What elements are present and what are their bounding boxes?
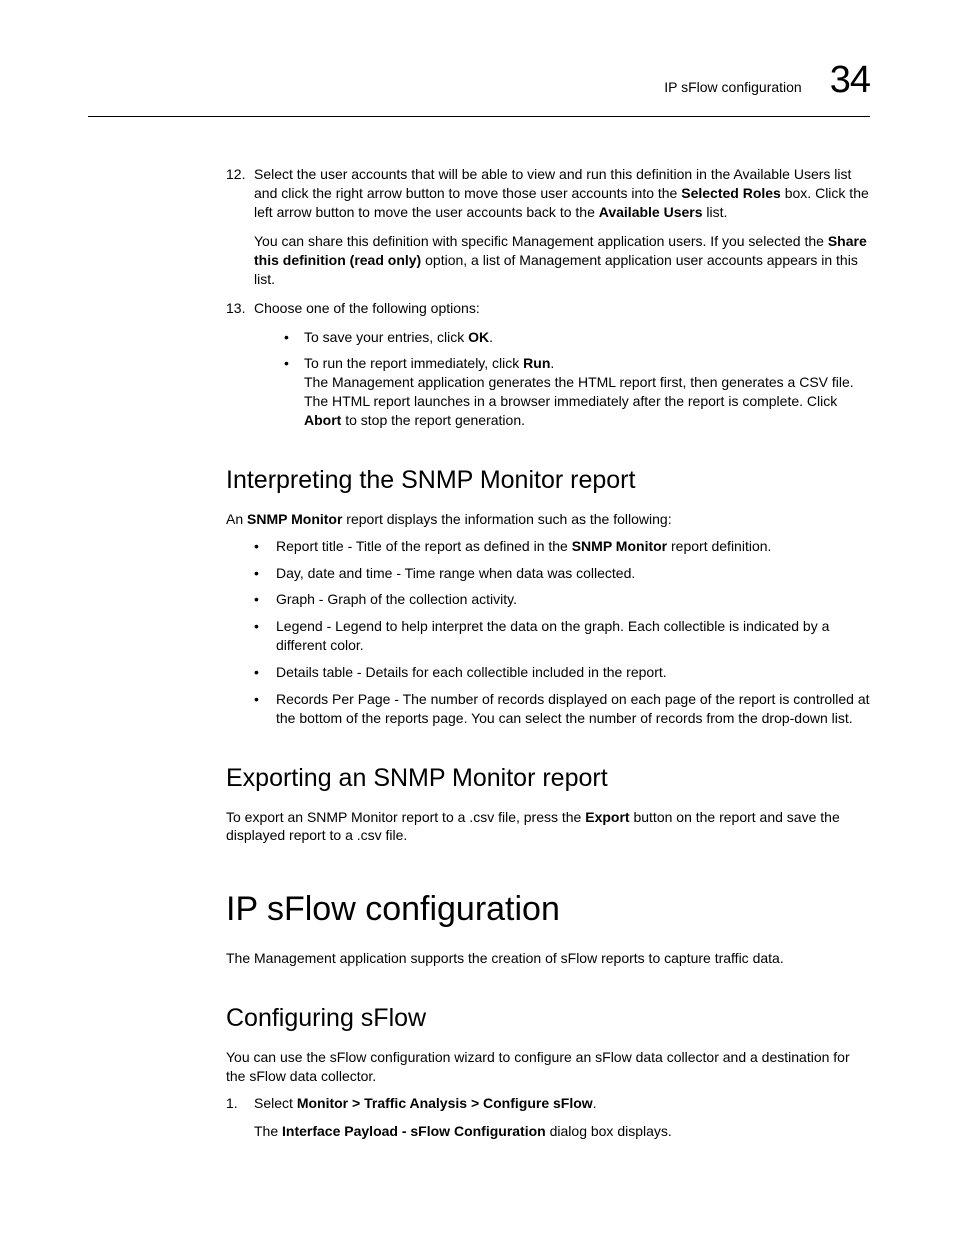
paragraph: An SNMP Monitor report displays the info… [226, 510, 870, 529]
step-number: 12. [226, 165, 250, 184]
section-heading-interpreting: Interpreting the SNMP Monitor report [226, 464, 870, 498]
bullet-list: To save your entries, click OK. To run t… [284, 328, 870, 430]
step-text: The Interface Payload - sFlow Configurat… [254, 1122, 870, 1141]
bullet-item: Legend - Legend to help interpret the da… [254, 617, 870, 655]
step-list: 12. Select the user accounts that will b… [226, 165, 870, 430]
paragraph: To export an SNMP Monitor report to a .c… [226, 808, 870, 846]
step-1: 1. Select Monitor > Traffic Analysis > C… [226, 1094, 870, 1142]
bullet-item: Records Per Page - The number of records… [254, 690, 870, 728]
step-text: You can share this definition with speci… [254, 232, 870, 289]
bullet-item: To run the report immediately, click Run… [284, 354, 870, 430]
paragraph: You can use the sFlow configuration wiza… [226, 1048, 870, 1086]
page-header: IP sFlow configuration 34 [88, 55, 870, 117]
main-heading-sflow: IP sFlow configuration [226, 887, 870, 933]
step-number: 1. [226, 1094, 250, 1113]
section-heading-exporting: Exporting an SNMP Monitor report [226, 762, 870, 796]
bullet-subtext: The Management application generates the… [304, 373, 870, 430]
chapter-number: 34 [830, 55, 870, 106]
paragraph: The Management application supports the … [226, 949, 870, 968]
bullet-list: Report title - Title of the report as de… [254, 537, 870, 728]
step-text: Select Monitor > Traffic Analysis > Conf… [254, 1094, 870, 1113]
bullet-item: Graph - Graph of the collection activity… [254, 590, 870, 609]
section-heading-configuring: Configuring sFlow [226, 1002, 870, 1036]
step-text: Choose one of the following options: [254, 299, 870, 318]
step-number: 13. [226, 299, 250, 318]
step-12: 12. Select the user accounts that will b… [226, 165, 870, 288]
bullet-item: To save your entries, click OK. [284, 328, 870, 347]
step-text: Select the user accounts that will be ab… [254, 165, 870, 222]
step-list: 1. Select Monitor > Traffic Analysis > C… [226, 1094, 870, 1142]
bullet-item: Details table - Details for each collect… [254, 663, 870, 682]
step-13: 13. Choose one of the following options:… [226, 299, 870, 430]
bullet-item: Report title - Title of the report as de… [254, 537, 870, 556]
page: IP sFlow configuration 34 12. Select the… [0, 0, 954, 1235]
body-content: 12. Select the user accounts that will b… [88, 165, 870, 1141]
bullet-item: Day, date and time - Time range when dat… [254, 564, 870, 583]
header-title: IP sFlow configuration [664, 78, 801, 97]
